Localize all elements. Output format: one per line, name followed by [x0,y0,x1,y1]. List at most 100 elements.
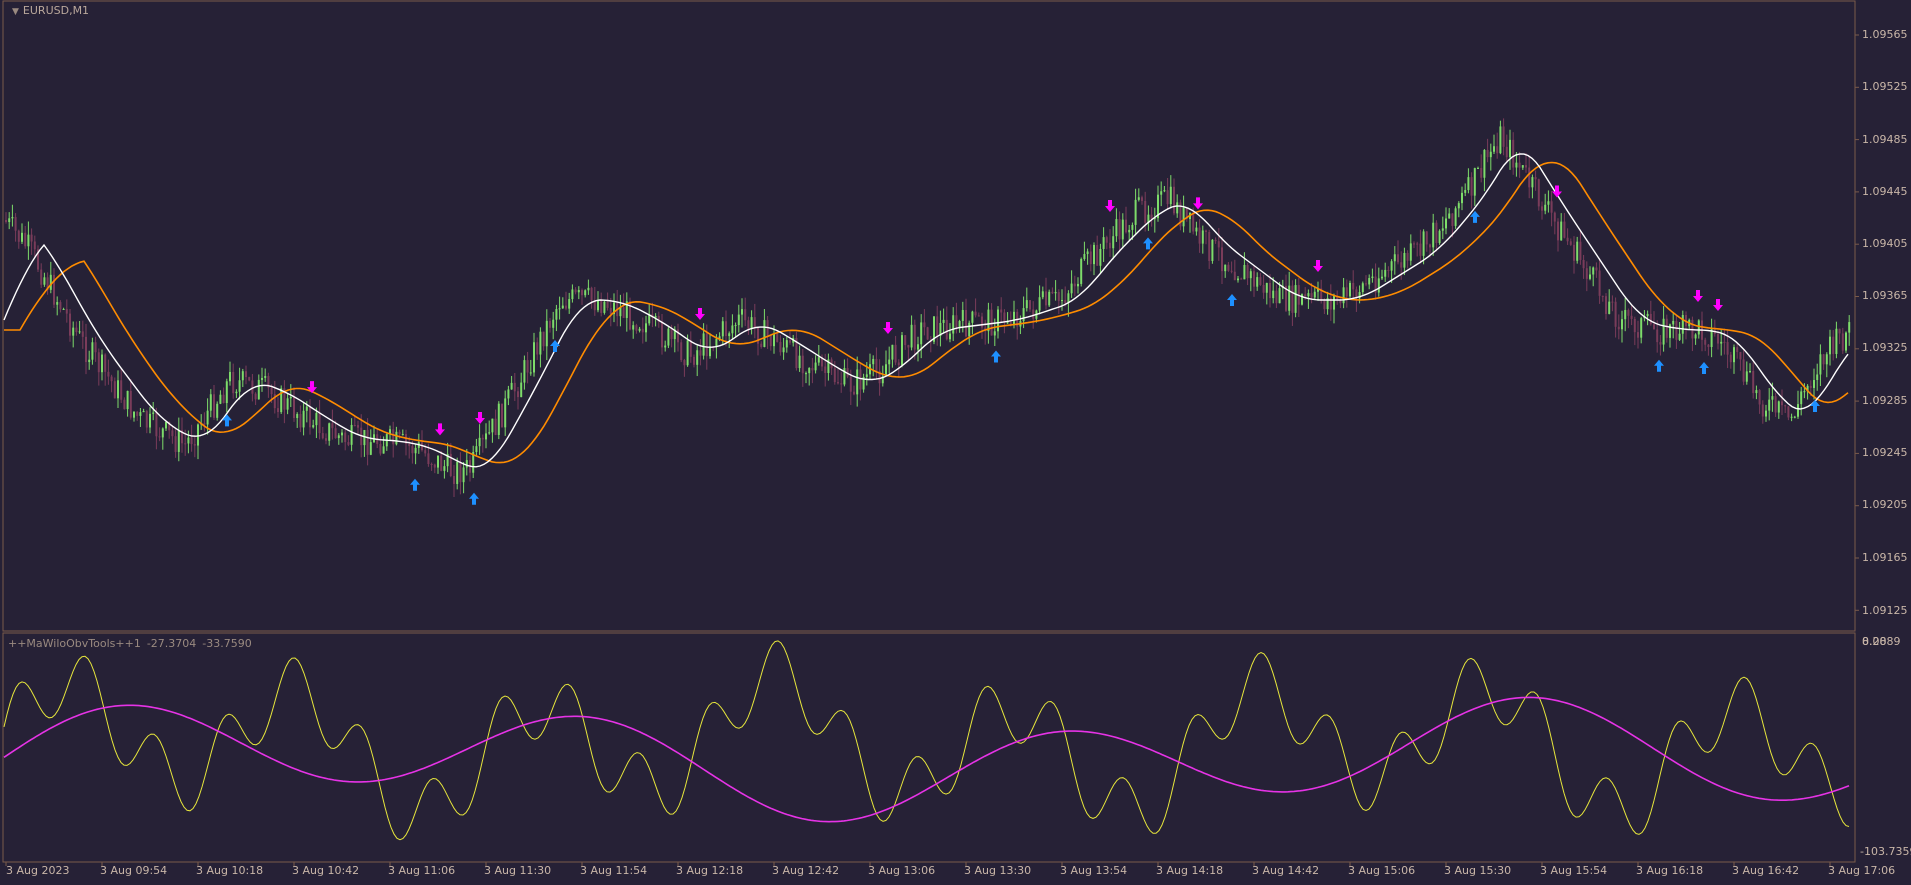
candle-body [638,328,641,331]
candle-body [1707,344,1710,348]
candle-body [485,433,487,440]
candle-body [478,437,481,447]
candle-body [1323,300,1326,310]
candle-body [635,325,638,331]
candle-body [107,371,110,377]
candle-body [1051,291,1054,294]
candle-body [817,357,820,363]
candle-body [1080,259,1083,284]
candle-body [1329,298,1332,310]
time-axis-label: 3 Aug 12:42 [772,864,840,877]
candle-body [725,321,727,337]
candle-body [1525,165,1527,168]
candle-body [629,301,631,330]
price-axis-label: 1.09245 [1862,446,1908,459]
candle-body [1662,318,1665,345]
candle-body [517,391,519,398]
candle-body [597,300,599,311]
candle-body [952,315,955,334]
candle-body [801,355,804,374]
time-axis-label: 3 Aug 2023 [6,864,70,877]
candle-body [907,345,910,348]
candle-body [254,393,257,400]
candle-body [1445,218,1447,229]
candle-body [1470,177,1473,196]
candle-body [670,328,673,340]
candle-body [753,317,756,328]
candle-body [1118,219,1121,240]
candle-body [1557,221,1559,241]
candle-body [53,274,55,305]
up-arrow-icon [222,414,232,427]
candle-body [405,434,407,444]
candle-body [261,377,263,380]
candle-body [1070,283,1073,294]
candle-body [11,217,14,219]
candle-body [1534,177,1537,180]
candle-body [1381,276,1383,279]
candle-body [1166,190,1169,205]
candle-body [680,342,683,361]
candle-body [1265,282,1268,293]
candle-body [344,432,347,443]
candle-body [24,232,27,247]
time-axis-label: 3 Aug 14:18 [1156,864,1224,877]
candle-body [1272,290,1275,299]
candle-body [1342,287,1345,304]
candle-body [555,309,558,320]
candle-body [427,453,430,465]
candle-body [1253,271,1255,287]
candle-body [1790,416,1793,418]
candle-body [245,371,247,378]
candle-body [1752,371,1755,394]
candle-body [1742,359,1745,382]
candle-body [1400,262,1403,268]
candle-body [641,328,644,333]
candle-body [625,301,628,318]
candle-body [718,336,721,339]
time-axis-label: 3 Aug 15:06 [1348,864,1416,877]
time-axis-label: 3 Aug 13:54 [1060,864,1128,877]
candle-body [750,317,753,329]
candle-body [1409,243,1412,261]
candle-body [504,398,507,428]
candle-body [577,290,580,293]
candle-body [401,434,404,436]
candle-body [974,311,977,316]
price-axis-label: 1.09565 [1862,28,1908,41]
candle-body [1262,284,1265,293]
candle-body [312,425,315,428]
candle-body [78,331,81,333]
candle-body [1365,283,1367,285]
axis-ticks [5,34,1859,866]
candle-body [341,432,343,436]
candle-body [1835,328,1838,354]
candle-body [958,320,961,327]
collapse-triangle-icon[interactable]: ▼ [12,7,19,17]
candle-body [117,380,119,399]
candle-body [837,382,839,384]
candle-body [1349,282,1351,297]
candle-body [667,328,670,346]
candle-body [280,388,283,413]
candle-body [1598,270,1601,296]
candle-body [1649,313,1652,325]
candle-body [497,403,500,435]
time-axis-label: 3 Aug 17:06 [1828,864,1896,877]
candle-body [309,406,311,428]
candle-body [46,277,49,290]
candle-body [1464,190,1467,193]
candle-body [184,443,187,445]
candle-body [763,320,766,347]
candle-body [251,380,254,394]
candle-body [510,382,513,390]
candle-body [1502,126,1505,147]
candle-body [17,230,20,242]
candle-body [1675,320,1678,340]
candle-body [981,316,983,328]
candle-body [248,377,251,381]
candle-body [491,418,494,433]
candle-body [1448,213,1451,219]
